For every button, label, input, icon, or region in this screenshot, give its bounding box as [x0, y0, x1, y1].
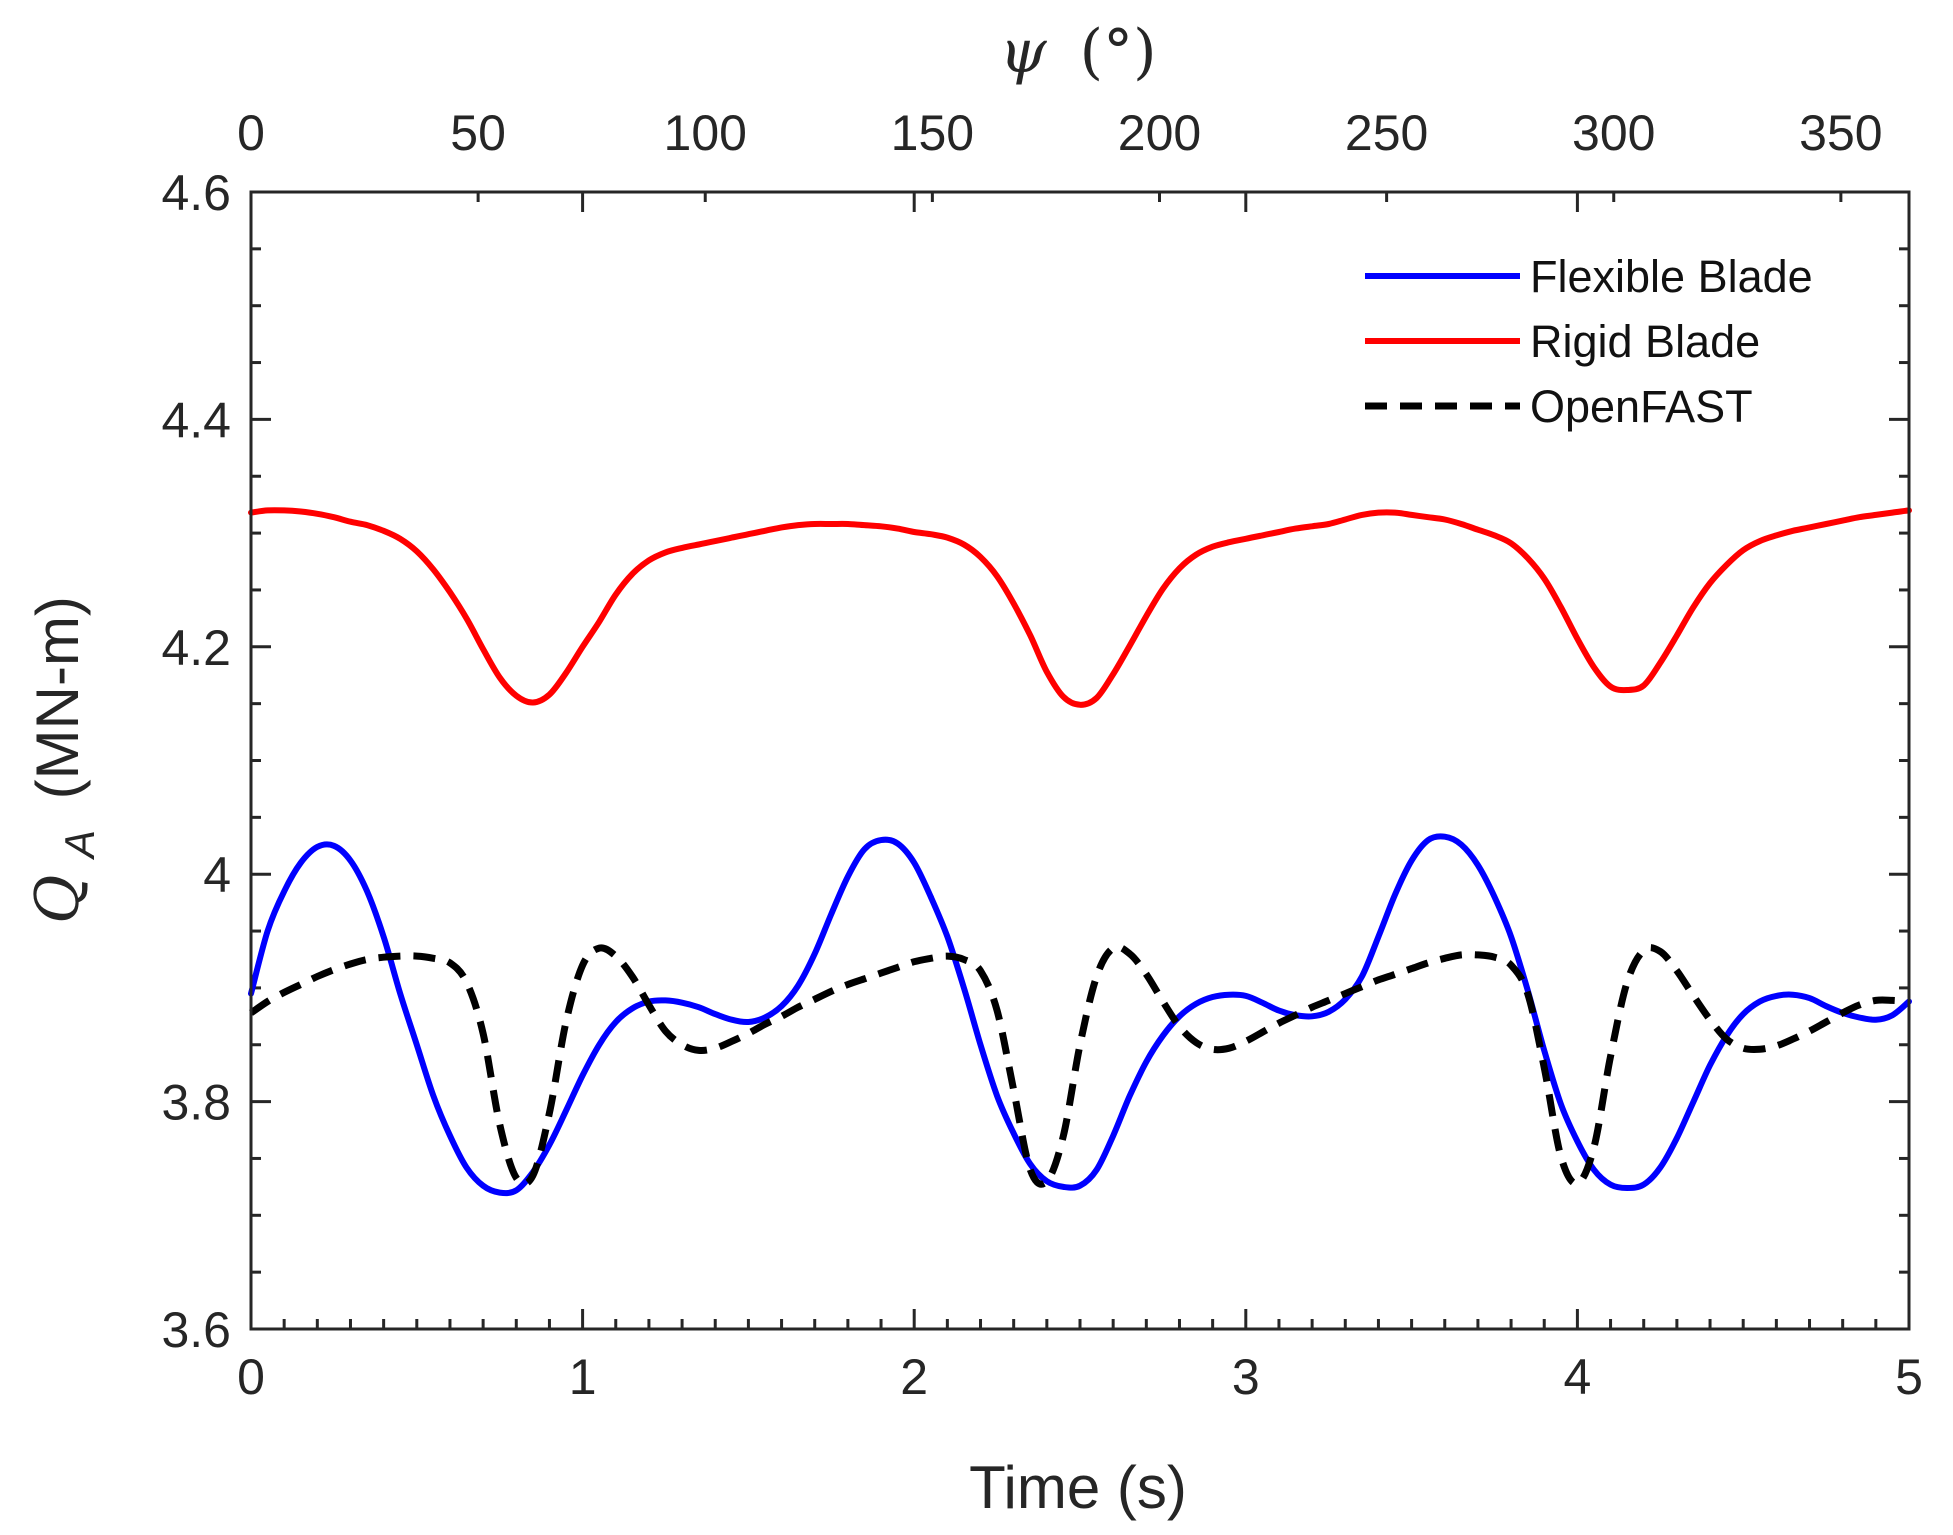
y-tick-label: 4.4	[161, 392, 231, 448]
x-tick-label: 1	[569, 1349, 597, 1405]
legend-label-flexible-blade: Flexible Blade	[1530, 251, 1813, 302]
x-axis-title: Time (s)	[969, 1454, 1187, 1521]
x2-tick-label: 150	[891, 105, 974, 161]
y-axis-title: Q A (MN-m)	[23, 596, 107, 924]
series-line-rigid-blade	[248, 507, 1912, 708]
x2-tick-label: 100	[664, 105, 747, 161]
x2-tick-labels: 0 50 100 150 200 250 300 350	[237, 105, 1882, 161]
x2-axis-unit: (°)	[1080, 17, 1157, 87]
y-tick-label: 4.2	[161, 620, 231, 676]
y-tick-label: 3.6	[161, 1302, 231, 1358]
y-axis-subscript: A	[56, 830, 103, 861]
y-tick-label: 3.8	[161, 1075, 231, 1131]
legend-label-rigid-blade: Rigid Blade	[1530, 316, 1760, 367]
series-line-openfast	[249, 943, 1910, 1188]
y-axis-unit: (MN-m)	[24, 596, 91, 799]
x2-tick-label: 300	[1572, 105, 1655, 161]
x-tick-label: 2	[900, 1349, 928, 1405]
y-tick-labels: 3.6 3.8 4 4.2 4.4 4.6	[161, 165, 231, 1358]
x2-tick-label: 350	[1799, 105, 1882, 161]
x-tick-label: 4	[1563, 1349, 1591, 1405]
x-tick-labels: 0 1 2 3 4 5	[237, 1349, 1923, 1405]
x2-tick-label: 50	[450, 105, 506, 161]
y-tick-label: 4	[203, 847, 231, 903]
x2-tick-label: 250	[1345, 105, 1428, 161]
y-tick-label: 4.6	[161, 165, 231, 221]
x2-axis-symbol: ψ	[1000, 17, 1048, 87]
x-tick-label: 0	[237, 1349, 265, 1405]
legend-label-openfast: OpenFAST	[1530, 381, 1753, 432]
x2-tick-label: 0	[237, 105, 265, 161]
plot-area-frame	[249, 190, 1911, 1331]
legend: Flexible Blade Rigid Blade OpenFAST	[1365, 251, 1813, 432]
series-layer	[248, 507, 1912, 1197]
x-tick-label: 5	[1895, 1349, 1923, 1405]
y-axis-symbol: Q	[23, 875, 93, 924]
x2-axis-title: ψ (°)	[1000, 17, 1157, 87]
x-tick-label: 3	[1232, 1349, 1260, 1405]
x2-tick-label: 200	[1118, 105, 1201, 161]
